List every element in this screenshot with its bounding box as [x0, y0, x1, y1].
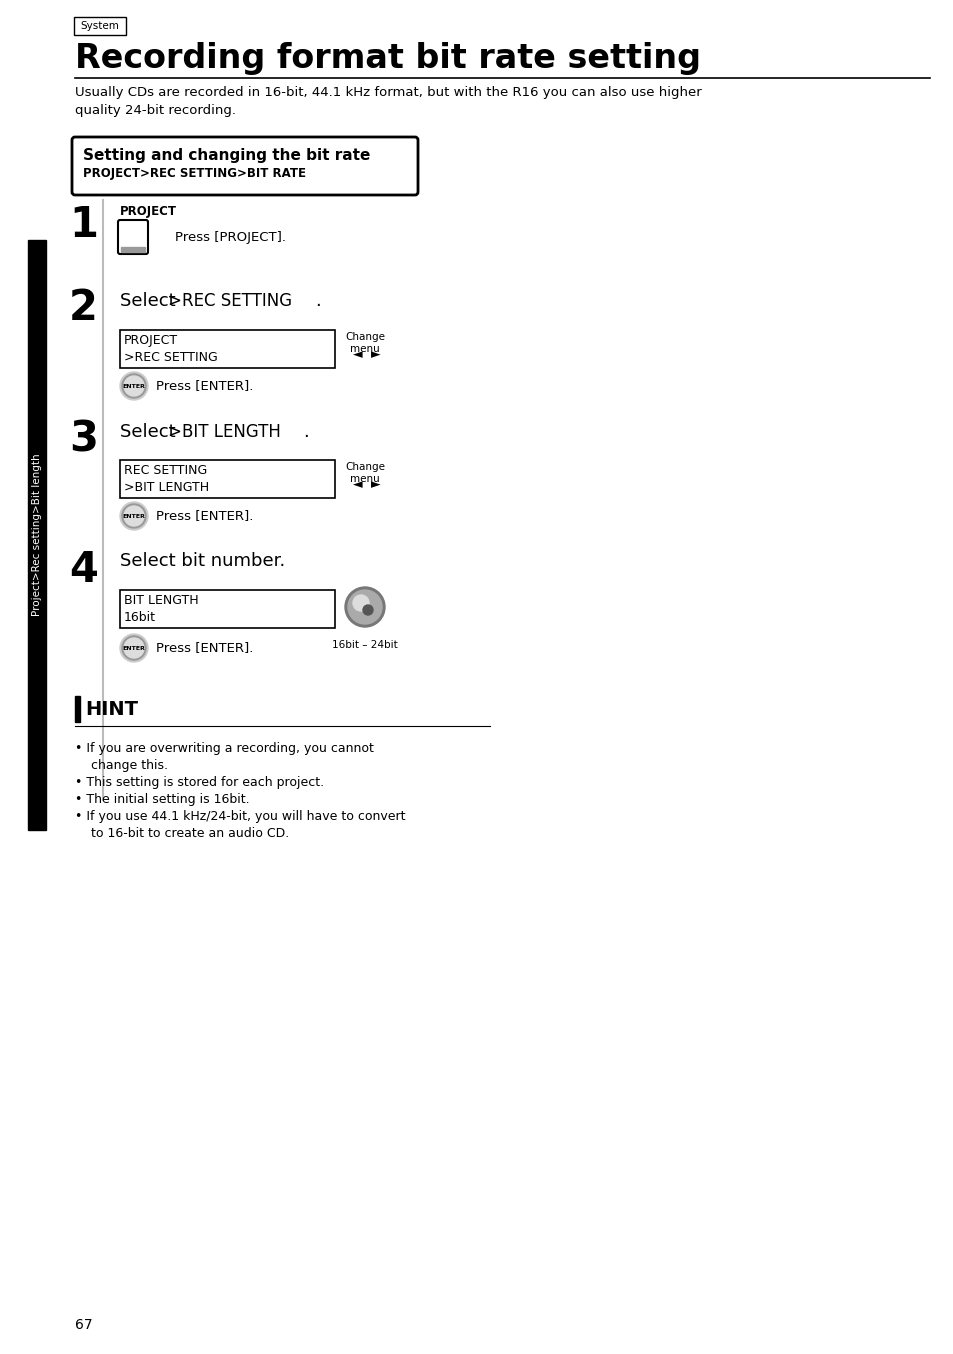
Text: System: System — [80, 22, 119, 31]
Text: • The initial setting is 16bit.: • The initial setting is 16bit. — [75, 793, 250, 806]
Text: ◄: ◄ — [353, 478, 362, 492]
Text: change this.: change this. — [83, 760, 168, 772]
Text: ENTER: ENTER — [122, 513, 145, 519]
Text: Select: Select — [120, 422, 181, 441]
Bar — [121, 246, 145, 252]
Text: .: . — [314, 292, 320, 310]
Text: ◄: ◄ — [353, 348, 362, 362]
Text: >REC SETTING: >REC SETTING — [168, 292, 292, 310]
Circle shape — [120, 372, 148, 399]
Text: • If you use 44.1 kHz/24-bit, you will have to convert: • If you use 44.1 kHz/24-bit, you will h… — [75, 810, 405, 823]
Circle shape — [348, 590, 381, 624]
Text: Press [PROJECT].: Press [PROJECT]. — [174, 230, 286, 244]
Circle shape — [124, 506, 144, 525]
Text: REC SETTING: REC SETTING — [124, 464, 207, 477]
Bar — [120, 330, 335, 368]
Text: PROJECT: PROJECT — [124, 334, 178, 347]
Text: • If you are overwriting a recording, you cannot: • If you are overwriting a recording, yo… — [75, 742, 374, 756]
Text: 4: 4 — [69, 548, 98, 590]
Text: 16bit – 24bit: 16bit – 24bit — [332, 640, 397, 650]
Circle shape — [122, 636, 146, 659]
Text: >REC SETTING: >REC SETTING — [124, 351, 217, 364]
Circle shape — [345, 588, 385, 627]
Circle shape — [120, 634, 148, 662]
Text: HINT: HINT — [85, 700, 138, 719]
Bar — [75, 696, 80, 722]
Text: ►: ► — [371, 348, 380, 362]
Bar — [120, 460, 335, 498]
Text: BIT LENGTH: BIT LENGTH — [124, 594, 198, 607]
Text: Setting and changing the bit rate: Setting and changing the bit rate — [83, 148, 370, 162]
Bar — [28, 240, 46, 830]
Text: Press [ENTER].: Press [ENTER]. — [156, 379, 253, 393]
Text: to 16-bit to create an audio CD.: to 16-bit to create an audio CD. — [83, 827, 289, 839]
Text: 2: 2 — [69, 287, 98, 329]
Text: .: . — [303, 422, 309, 441]
Text: Press [ENTER].: Press [ENTER]. — [156, 509, 253, 523]
FancyBboxPatch shape — [71, 137, 417, 195]
Circle shape — [124, 638, 144, 658]
Text: 3: 3 — [69, 418, 98, 460]
Circle shape — [353, 594, 369, 611]
Text: Select bit number.: Select bit number. — [120, 552, 285, 570]
Text: >BIT LENGTH: >BIT LENGTH — [124, 481, 209, 494]
Text: • This setting is stored for each project.: • This setting is stored for each projec… — [75, 776, 324, 789]
Text: 67: 67 — [75, 1317, 92, 1332]
Text: ENTER: ENTER — [122, 646, 145, 650]
FancyBboxPatch shape — [118, 219, 148, 255]
Text: 16bit: 16bit — [124, 611, 156, 624]
Text: 1: 1 — [69, 204, 98, 246]
Circle shape — [120, 502, 148, 529]
Text: Usually CDs are recorded in 16-bit, 44.1 kHz format, but with the R16 you can al: Usually CDs are recorded in 16-bit, 44.1… — [75, 87, 701, 116]
Circle shape — [122, 504, 146, 528]
Circle shape — [122, 374, 146, 398]
Text: ►: ► — [371, 478, 380, 492]
Circle shape — [124, 376, 144, 395]
Text: Project>Rec setting>Bit length: Project>Rec setting>Bit length — [32, 454, 42, 616]
Text: Recording format bit rate setting: Recording format bit rate setting — [75, 42, 700, 74]
Text: PROJECT: PROJECT — [120, 204, 177, 218]
Text: ENTER: ENTER — [122, 383, 145, 389]
Text: Change
menu: Change menu — [345, 332, 385, 353]
Circle shape — [363, 605, 373, 615]
FancyBboxPatch shape — [74, 18, 126, 35]
Text: >BIT LENGTH: >BIT LENGTH — [168, 422, 280, 441]
Text: Change
menu: Change menu — [345, 462, 385, 483]
Text: Select: Select — [120, 292, 181, 310]
Text: PROJECT>REC SETTING>BIT RATE: PROJECT>REC SETTING>BIT RATE — [83, 167, 306, 180]
Bar — [120, 590, 335, 628]
Text: Press [ENTER].: Press [ENTER]. — [156, 642, 253, 654]
